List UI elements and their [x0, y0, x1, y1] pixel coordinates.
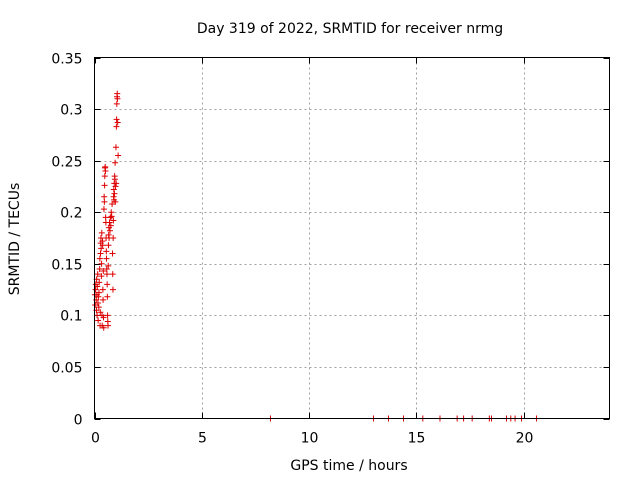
y-tick-label: 0.1: [60, 309, 82, 325]
data-point: [113, 100, 120, 107]
data-point: [113, 116, 120, 123]
data-point: [101, 173, 108, 180]
y-tick-label: 0.2: [60, 206, 82, 222]
data-point: [98, 273, 105, 280]
data-point: [103, 248, 110, 255]
data-point: [102, 167, 109, 174]
data-point: [97, 235, 104, 241]
x-tick-label: 15: [408, 431, 426, 447]
data-point: [112, 198, 119, 205]
data-point: [100, 324, 107, 331]
data-point: [95, 293, 102, 300]
data-point: [103, 265, 110, 272]
data-point: [100, 268, 107, 275]
data-point: [100, 206, 107, 213]
data-point: [115, 152, 122, 159]
data-point: [112, 183, 119, 190]
data-point: [96, 279, 103, 286]
data-point: [105, 242, 112, 249]
x-tick-label: 20: [516, 431, 534, 447]
data-point: [95, 304, 102, 311]
data-point: [109, 271, 116, 278]
data-point: [112, 159, 119, 166]
x-tick-label: 0: [91, 431, 100, 447]
data-point: [105, 322, 112, 329]
data-point: [96, 289, 103, 296]
data-point: [94, 283, 101, 290]
y-tick-label: 0.15: [51, 258, 82, 274]
data-point: [114, 119, 121, 126]
data-point: [108, 213, 115, 220]
grid: [94, 57, 610, 419]
y-tick-label: 0.25: [51, 155, 82, 171]
data-point: [107, 222, 114, 229]
y-tick-label: 0.35: [51, 52, 82, 68]
x-axis-label: GPS time / hours: [290, 458, 407, 474]
data-point: [112, 144, 119, 151]
data-point: [95, 317, 102, 324]
data-point: [98, 229, 105, 236]
data-point: [109, 200, 116, 207]
data-point: [114, 95, 121, 102]
data-point: [98, 245, 105, 252]
data-point: [92, 286, 99, 293]
data-point: [101, 198, 108, 205]
data-point: [111, 190, 118, 197]
data-point: [96, 255, 103, 262]
data-point: [100, 296, 107, 303]
y-axis-label: SRMTID / TECUs: [7, 183, 23, 296]
y-tick-label: 0: [74, 413, 83, 429]
x-tick-label: 5: [198, 431, 207, 447]
data-point: [98, 260, 105, 267]
data-points: [91, 90, 540, 422]
chart-title: Day 319 of 2022, SRMTID for receiver nrm…: [197, 21, 503, 37]
data-point: [105, 262, 112, 269]
data-point: [110, 186, 117, 193]
data-point: [113, 180, 120, 187]
data-point: [97, 309, 104, 316]
data-point: [114, 90, 121, 97]
data-point: [103, 271, 110, 278]
data-point: [107, 214, 114, 221]
x-tick-label: 10: [301, 431, 319, 447]
data-point: [104, 293, 111, 300]
data-point: [99, 286, 106, 293]
axis-ticks: 0 5 10 15 20 0 0.05 0.1 0.15 0.2 0.25 0.3 0.35: [51, 52, 610, 447]
data-point: [111, 176, 118, 183]
data-point: [106, 227, 113, 234]
data-point: [101, 193, 108, 200]
data-point: [94, 271, 101, 278]
data-point: [109, 250, 116, 257]
data-point: [103, 255, 110, 262]
data-point: [100, 314, 107, 321]
data-point: [99, 242, 106, 249]
data-point: [113, 123, 120, 130]
data-point: [110, 235, 117, 241]
data-point: [94, 299, 101, 306]
data-point: [109, 286, 116, 293]
data-point: [104, 281, 111, 288]
data-point: [96, 265, 103, 272]
data-point: [97, 250, 104, 257]
data-point: [101, 182, 108, 189]
y-tick-label: 0.05: [51, 361, 82, 377]
data-point: [110, 217, 117, 224]
data-point: [104, 312, 111, 319]
data-point: [106, 219, 113, 226]
y-tick-label: 0.3: [60, 103, 82, 119]
plot-frame: [94, 57, 610, 419]
